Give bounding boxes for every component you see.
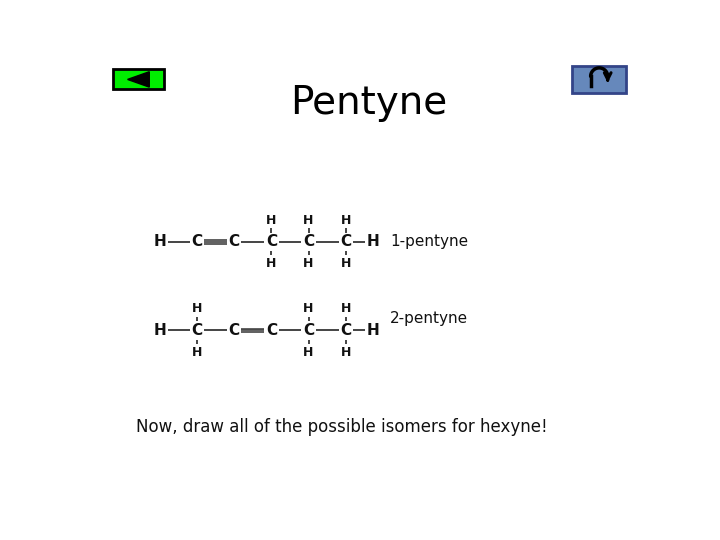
Text: H: H bbox=[366, 234, 379, 249]
Text: H: H bbox=[303, 214, 314, 227]
Text: H: H bbox=[153, 323, 166, 338]
Text: H: H bbox=[366, 323, 379, 338]
Text: C: C bbox=[266, 323, 277, 338]
Text: C: C bbox=[340, 234, 351, 249]
Text: C: C bbox=[303, 234, 314, 249]
Text: H: H bbox=[341, 346, 351, 359]
Text: 2-pentyne: 2-pentyne bbox=[390, 312, 468, 326]
Text: H: H bbox=[341, 302, 351, 315]
Text: C: C bbox=[340, 323, 351, 338]
Text: C: C bbox=[228, 323, 240, 338]
Text: H: H bbox=[303, 346, 314, 359]
Polygon shape bbox=[127, 72, 149, 87]
Text: H: H bbox=[192, 346, 202, 359]
Text: Now, draw all of the possible isomers for hexyne!: Now, draw all of the possible isomers fo… bbox=[137, 418, 548, 436]
Text: H: H bbox=[266, 214, 276, 227]
FancyBboxPatch shape bbox=[572, 66, 626, 92]
Text: H: H bbox=[266, 257, 276, 270]
Text: H: H bbox=[303, 302, 314, 315]
Text: C: C bbox=[192, 323, 202, 338]
Text: H: H bbox=[192, 302, 202, 315]
Text: C: C bbox=[303, 323, 314, 338]
Text: C: C bbox=[192, 234, 202, 249]
Text: H: H bbox=[303, 257, 314, 270]
Text: H: H bbox=[153, 234, 166, 249]
Text: 1-pentyne: 1-pentyne bbox=[390, 234, 468, 249]
Text: C: C bbox=[228, 234, 240, 249]
FancyBboxPatch shape bbox=[113, 70, 163, 90]
Text: H: H bbox=[341, 214, 351, 227]
Text: Pentyne: Pentyne bbox=[290, 84, 448, 122]
Text: C: C bbox=[266, 234, 277, 249]
Text: H: H bbox=[341, 257, 351, 270]
